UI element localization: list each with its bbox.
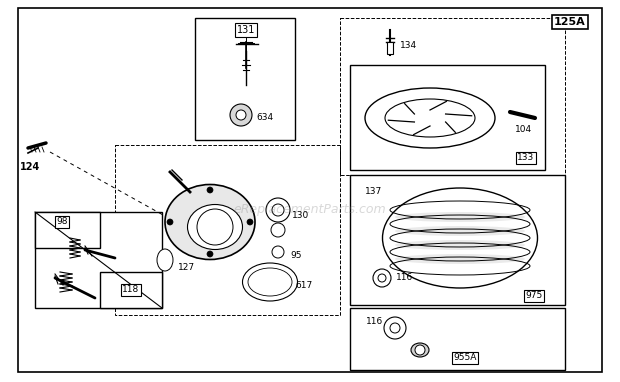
Ellipse shape [395,254,525,264]
Bar [350,175,565,305]
Circle shape [197,209,233,245]
Bar [35,212,162,308]
Circle shape [230,104,252,126]
Ellipse shape [383,188,538,288]
Ellipse shape [411,343,429,357]
Circle shape [384,317,406,339]
Text: 118: 118 [122,285,140,295]
Text: 125A: 125A [554,17,586,27]
Bar [340,18,565,175]
Circle shape [271,223,285,237]
Circle shape [266,198,290,222]
Circle shape [207,251,213,257]
Circle shape [236,110,246,120]
Text: 98: 98 [56,217,68,227]
Text: 124: 124 [20,162,40,172]
Bar [35,212,100,248]
Ellipse shape [242,263,298,301]
Text: eReplacementParts.com: eReplacementParts.com [234,204,386,217]
Ellipse shape [395,240,525,250]
Text: 137: 137 [365,188,383,196]
Bar [350,65,545,170]
Ellipse shape [248,268,292,296]
Ellipse shape [395,212,525,222]
Bar [387,42,393,54]
Text: 116: 116 [396,274,414,283]
Ellipse shape [385,99,475,137]
Text: 95: 95 [290,251,301,259]
Circle shape [167,219,173,225]
Text: 634: 634 [256,113,273,121]
Bar [195,18,295,140]
Ellipse shape [395,226,525,236]
Circle shape [390,323,400,333]
Circle shape [272,204,284,216]
Circle shape [378,274,386,282]
Bar [100,272,162,308]
Text: 955A: 955A [453,353,477,363]
Circle shape [373,269,391,287]
Circle shape [415,345,425,355]
Circle shape [272,246,284,258]
Bar [115,145,340,315]
Circle shape [207,187,213,193]
Text: 133: 133 [517,154,534,162]
Text: 134: 134 [400,40,417,50]
Text: 131: 131 [237,25,255,35]
Text: 127: 127 [178,264,195,272]
Bar [350,308,565,370]
Text: 104: 104 [515,126,532,134]
Circle shape [247,219,253,225]
Text: 130: 130 [292,210,309,220]
Ellipse shape [165,185,255,259]
Text: 617: 617 [295,280,312,290]
Text: 116: 116 [366,317,383,327]
Ellipse shape [187,204,242,249]
Text: 975: 975 [525,291,542,301]
Ellipse shape [157,249,173,271]
